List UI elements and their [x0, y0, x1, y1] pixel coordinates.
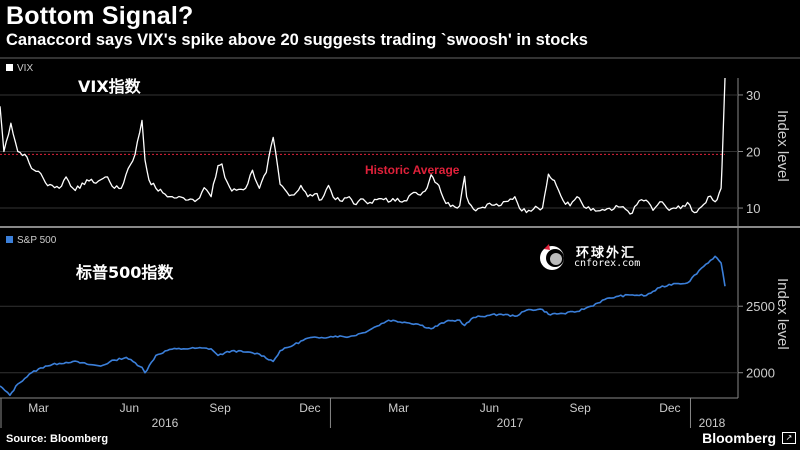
spx-legend-label: S&P 500 — [17, 235, 57, 246]
x-tick-label-year: 2017 — [497, 416, 524, 430]
x-tick-label-month: Sep — [209, 401, 231, 415]
grid-layer — [0, 94, 738, 374]
watermark-chinese-text: 环球外汇 — [576, 245, 637, 260]
x-tick-label-month: Dec — [299, 401, 320, 415]
expand-icon[interactable]: ↗ — [782, 432, 796, 444]
x-tick-layer: Mar Jun Sep Dec Mar Jun Sep Dec 2016 2017 2018 — [0, 398, 726, 430]
x-tick-label-year: 2016 — [152, 416, 179, 430]
x-tick-label-year: 2018 — [699, 416, 726, 430]
x-tick-label-month: Jun — [120, 401, 139, 415]
x-tick-label-month: Jun — [480, 401, 499, 415]
chart-subtitle: Canaccord says VIX's spike above 20 sugg… — [6, 31, 588, 49]
vix-y-tick-label: 10 — [746, 201, 760, 216]
spx-y-tick-label: 2000 — [746, 366, 775, 381]
vix-y-axis-title: Index level — [774, 110, 791, 182]
watermark-english-text: cnforex.com — [574, 258, 641, 269]
y-tick-layer: 10 20 30 2000 2500 — [738, 88, 775, 381]
watermark-logo: 环球外汇 cnforex.com — [538, 240, 668, 274]
spx-y-tick-label: 2500 — [746, 299, 775, 314]
spx-series-line — [0, 255, 726, 397]
spx-overlay-label: 标普500指数 — [75, 263, 174, 282]
line-layer — [0, 77, 726, 397]
brand-logo: Bloomberg — [702, 430, 776, 446]
x-tick-label-month: Mar — [28, 401, 49, 415]
source-note: Source: Bloomberg — [6, 433, 109, 445]
x-tick-label-month: Sep — [569, 401, 591, 415]
vix-y-tick-label: 30 — [746, 88, 760, 103]
x-tick-label-month: Dec — [659, 401, 680, 415]
vix-legend-swatch — [6, 64, 13, 71]
x-tick-label-month: Mar — [388, 401, 409, 415]
watermark-globe-icon — [540, 244, 564, 270]
vix-legend-label: VIX — [17, 63, 33, 74]
spx-y-axis-title: Index level — [774, 278, 791, 350]
chart-title: Bottom Signal? — [6, 2, 194, 30]
vix-y-tick-label: 20 — [746, 145, 760, 160]
spx-legend-swatch — [6, 236, 13, 243]
vix-series-line — [0, 77, 726, 215]
vix-overlay-label: VIX指数 — [78, 77, 142, 96]
historic-average-label: Historic Average — [365, 163, 460, 177]
